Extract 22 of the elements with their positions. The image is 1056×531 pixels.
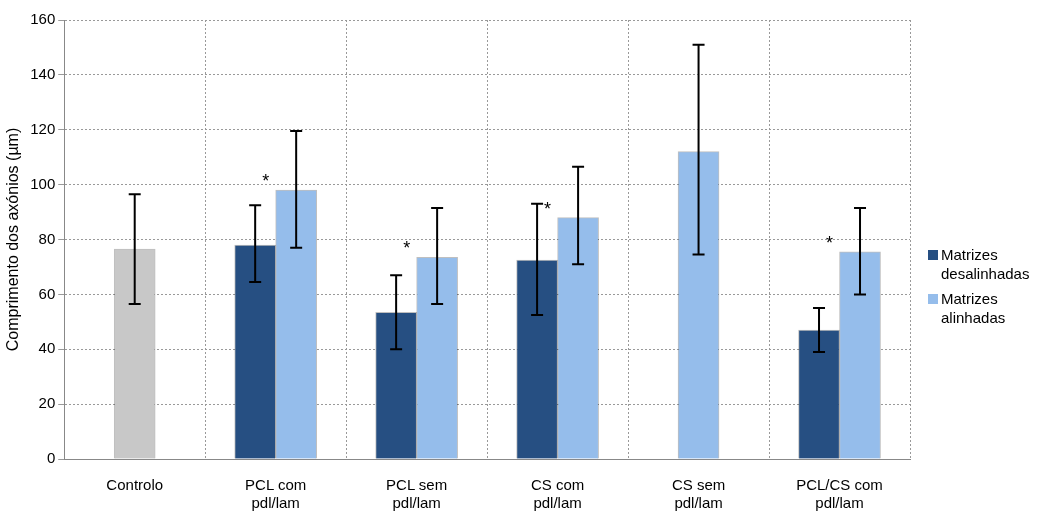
y-tick-label: 40 [38,339,56,357]
y-tick-label: 100 [30,174,56,192]
x-tick-label: Controlo [106,476,164,494]
y-tick-label: 0 [46,449,56,467]
y-tick-label: 80 [38,229,56,247]
annotation: * [403,238,411,259]
x-tick-label: PCL com pdl/lam [245,476,307,512]
y-tick-label: 120 [30,119,56,137]
y-tick-label: 60 [38,284,56,302]
x-tick-label: PCL/CS com pdl/lam [796,476,883,512]
legend-label: Matrizes alinhadas [941,289,1007,327]
x-tick-label: PCL sem pdl/lam [386,476,448,512]
annotation: * [826,232,834,253]
annotation: * [262,171,270,192]
x-tick-label: CS sem pdl/lam [671,476,726,512]
y-tick-label: 140 [30,65,56,83]
x-tick-label: CS com pdl/lam [530,476,585,512]
y-tick-label: 160 [30,10,56,28]
y-axis-title: Comprimento dos axónios (µm) [4,127,22,352]
annotation: * [544,198,552,219]
y-tick-label: 20 [38,394,56,412]
legend-label: Matrizes desalinhadas [941,245,1031,283]
